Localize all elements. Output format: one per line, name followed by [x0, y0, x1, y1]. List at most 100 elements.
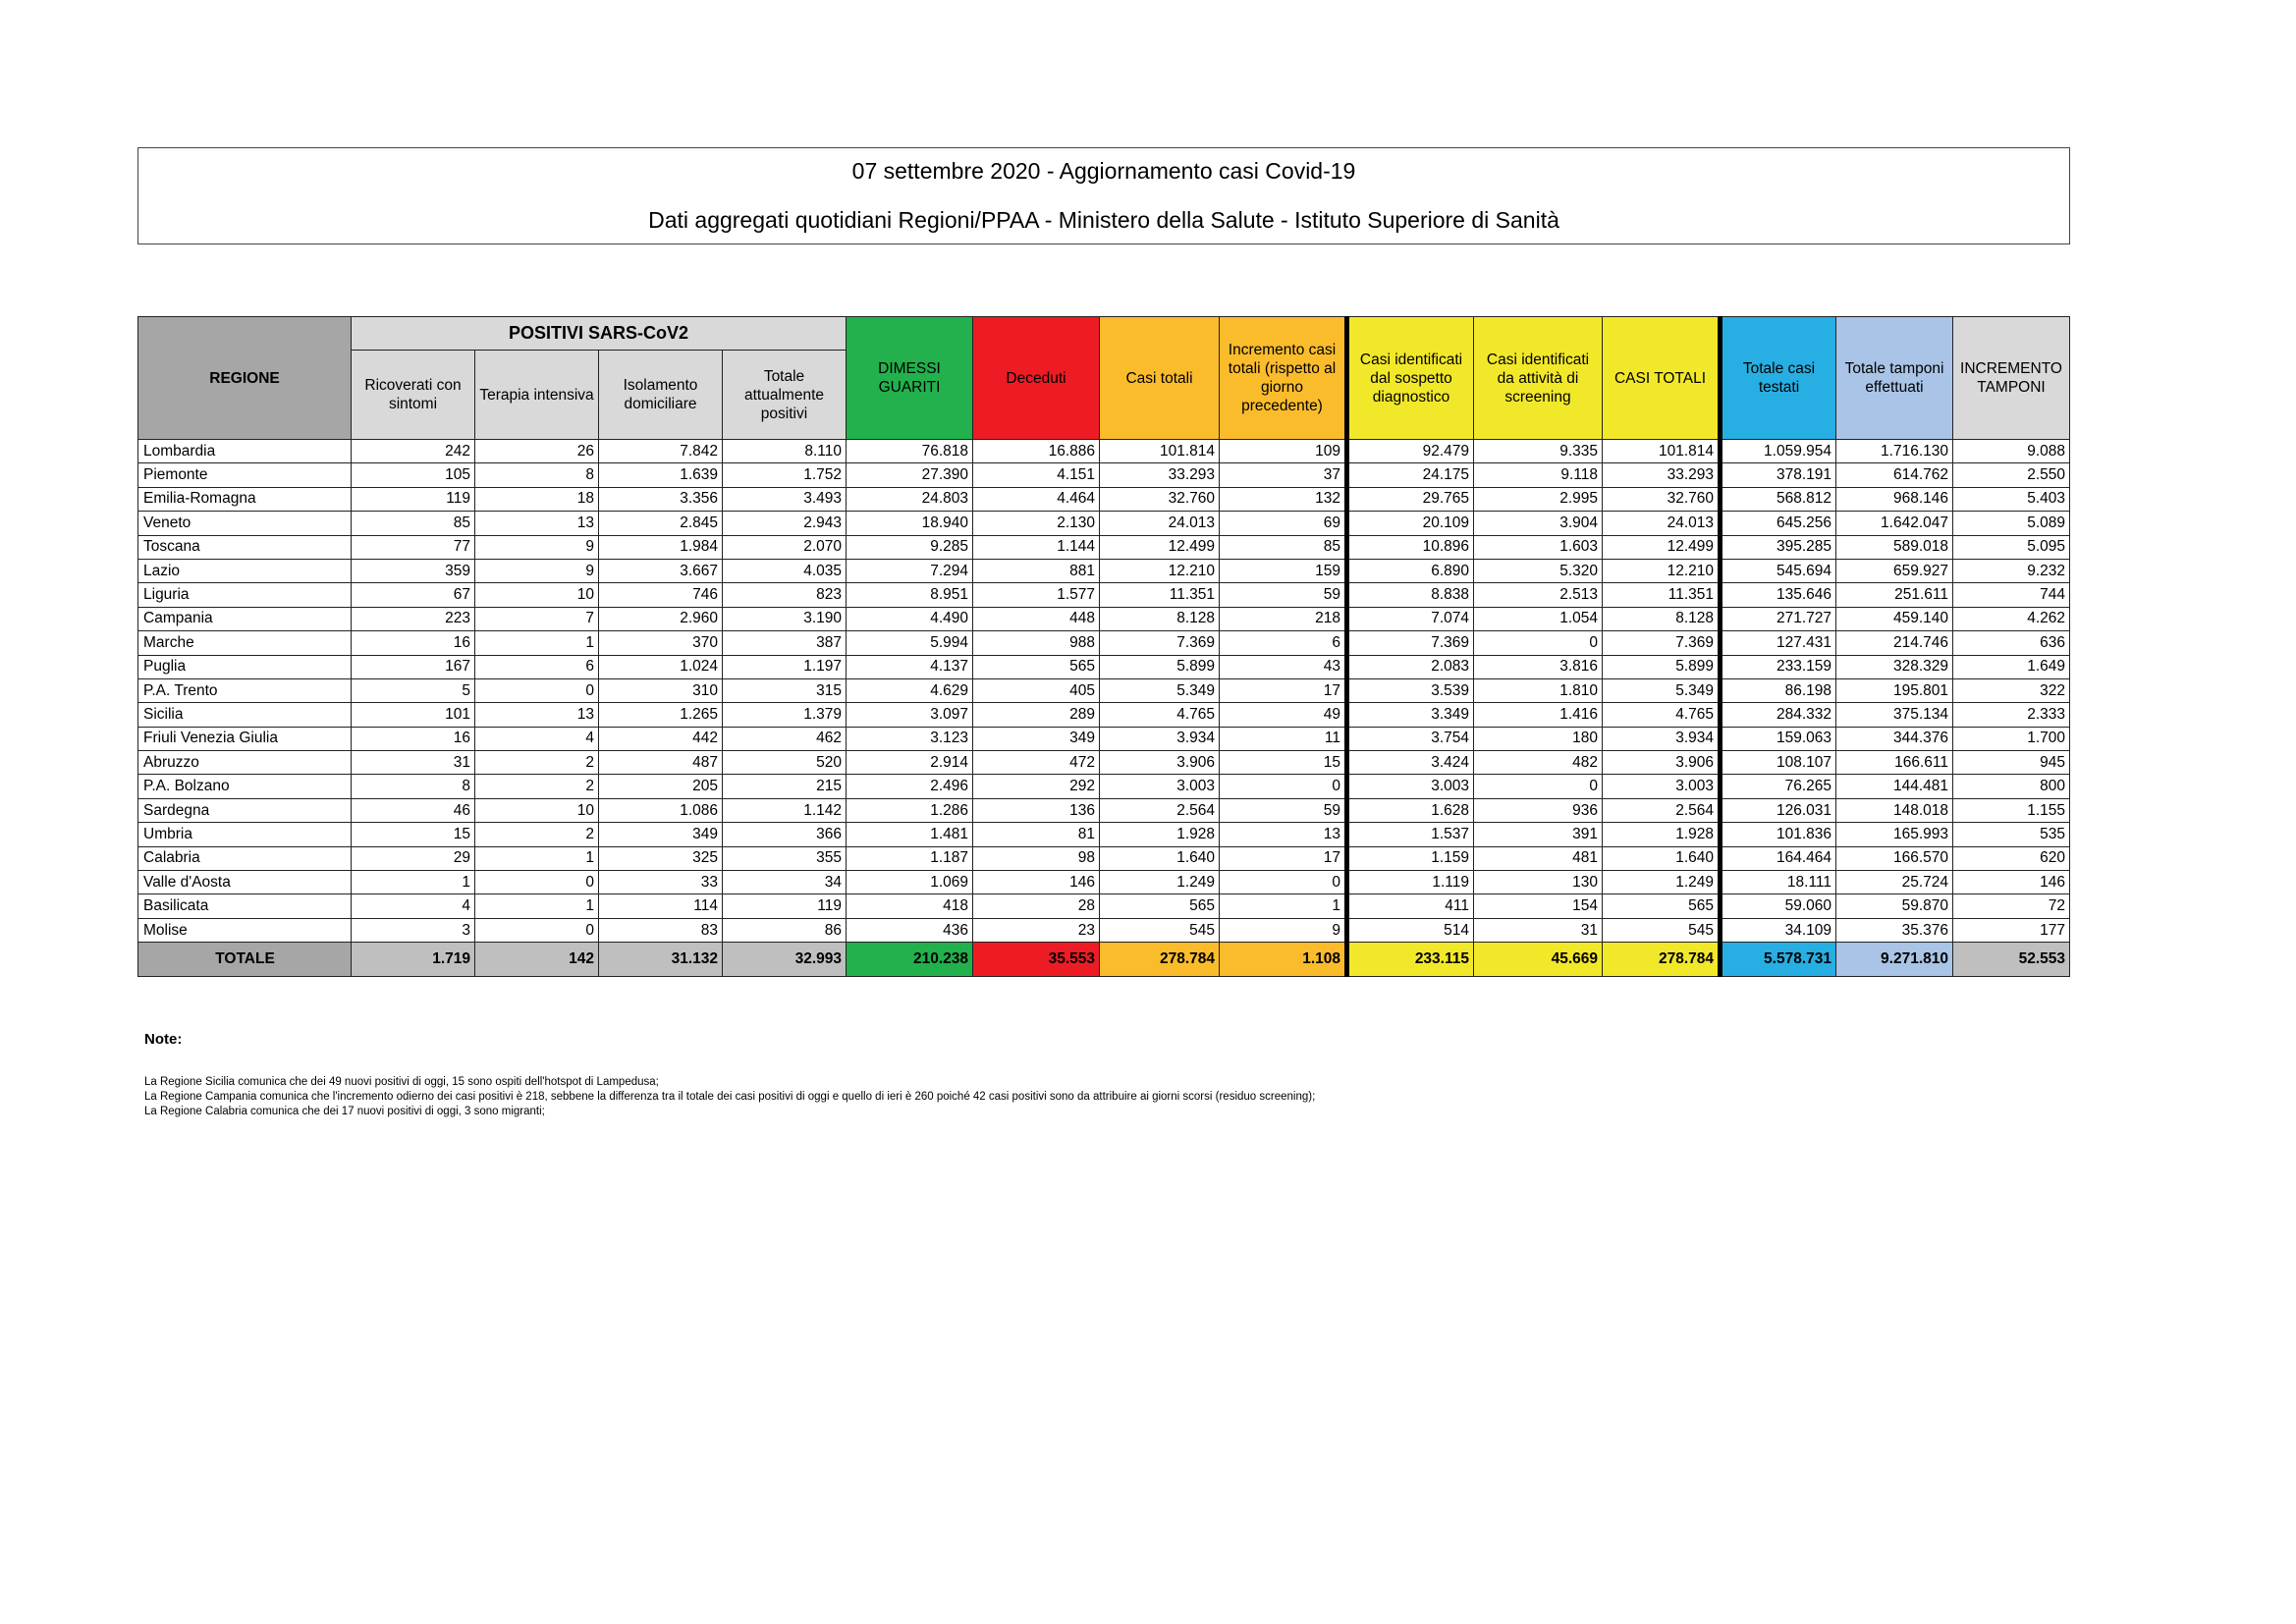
total-label: TOTALE: [137, 942, 352, 978]
table-cell: 375.134: [1835, 702, 1953, 728]
table-cell: 5.899: [1099, 654, 1220, 679]
table-cell: 387: [722, 630, 847, 656]
total-cell: 35.553: [972, 942, 1100, 978]
table-row: P.A. Bolzano 8 2 205 215 2.496 292 3.003 0 3.003 0…: [137, 774, 2070, 799]
column-header: Totale attualmente positivi: [722, 350, 847, 440]
table-cell: 391: [1473, 822, 1603, 847]
table-cell: 59: [1219, 582, 1347, 608]
table-cell: 33.293: [1602, 462, 1721, 488]
table-cell: 2: [474, 822, 599, 847]
table-cell: 18: [474, 486, 599, 513]
table-cell: 284.332: [1718, 702, 1836, 728]
table-cell: 12.499: [1602, 534, 1721, 560]
table-row: Emilia-Romagna 119 18 3.356 3.493 24.803 4.464…: [137, 486, 2070, 513]
table-row: Lazio 359 9 3.667 4.035 7.294 881 12.210 159 6.89…: [137, 558, 2070, 584]
column-header: INCREMENTO TAMPONI: [1952, 316, 2070, 440]
column-header: DIMESSI GUARITI: [846, 316, 973, 440]
column-header-regione: REGIONE: [137, 316, 352, 440]
table-cell: 3.003: [1344, 774, 1474, 799]
table-cell: 1.537: [1344, 822, 1474, 847]
table-cell: 2.496: [846, 774, 973, 799]
table-cell: 328.329: [1835, 654, 1953, 679]
table-cell: 86: [722, 917, 847, 944]
table-cell: 25.724: [1835, 870, 1953, 895]
table-cell: 535: [1952, 822, 2070, 847]
table-cell: 1.640: [1099, 845, 1220, 872]
table-cell: 24.013: [1099, 511, 1220, 536]
table-cell: 4.765: [1099, 702, 1220, 728]
table-cell: 325: [598, 845, 723, 872]
column-header: Casi identificati dal sospetto diagnosti…: [1344, 316, 1474, 440]
table-cell: 5.095: [1952, 534, 2070, 560]
table-cell: 16.886: [972, 438, 1100, 464]
table-cell: 205: [598, 774, 723, 799]
table-cell: 8.838: [1344, 582, 1474, 608]
table-cell: 59: [1219, 797, 1347, 824]
table-cell: 7.369: [1099, 630, 1220, 656]
table-cell: 146: [972, 870, 1100, 895]
table-cell: 968.146: [1835, 486, 1953, 513]
region-name: Valle d'Aosta: [137, 870, 352, 895]
column-header: Deceduti: [972, 316, 1100, 440]
column-header: Incremento casi totali (rispetto al gior…: [1219, 316, 1347, 440]
table-cell: 589.018: [1835, 534, 1953, 560]
table-cell: 49: [1219, 702, 1347, 728]
table-cell: 5.089: [1952, 511, 2070, 536]
region-name: P.A. Bolzano: [137, 774, 352, 799]
table-cell: 0: [474, 677, 599, 704]
report-title: 07 settembre 2020 - Aggiornamento casi C…: [851, 158, 1356, 184]
table-cell: 29.765: [1344, 486, 1474, 513]
table-cell: 31: [1473, 917, 1603, 944]
table-cell: 12.499: [1099, 534, 1220, 560]
region-name: Umbria: [137, 822, 352, 847]
table-row: Campania 223 7 2.960 3.190 4.490 448 8.128 218 7.…: [137, 606, 2070, 632]
table-cell: 2.550: [1952, 462, 2070, 488]
table-cell: 315: [722, 677, 847, 704]
total-cell: 210.238: [846, 942, 973, 978]
table-cell: 4.137: [846, 654, 973, 679]
table-cell: 3.003: [1602, 774, 1721, 799]
table-cell: 180: [1473, 726, 1603, 752]
total-cell: 1.108: [1219, 942, 1347, 978]
table-cell: 109: [1219, 438, 1347, 464]
column-header: Terapia intensiva: [474, 350, 599, 440]
region-name: Molise: [137, 917, 352, 944]
table-cell: 7.294: [846, 558, 973, 584]
table-cell: 1.577: [972, 582, 1100, 608]
table-cell: 481: [1473, 845, 1603, 872]
table-cell: 2.995: [1473, 486, 1603, 513]
table-cell: 3.934: [1099, 726, 1220, 752]
region-name: Friuli Venezia Giulia: [137, 726, 352, 752]
table-cell: 24.803: [846, 486, 973, 513]
table-cell: 233.159: [1718, 654, 1836, 679]
column-header: Totale tamponi effettuati: [1835, 316, 1953, 440]
table-cell: 177: [1952, 917, 2070, 944]
table-cell: 8.128: [1099, 606, 1220, 632]
table-cell: 310: [598, 677, 723, 704]
table-cell: 659.927: [1835, 558, 1953, 584]
table-cell: 32.760: [1602, 486, 1721, 513]
table-cell: 349: [598, 822, 723, 847]
table-cell: 9: [474, 558, 599, 584]
table-cell: 1: [474, 630, 599, 656]
region-name: Toscana: [137, 534, 352, 560]
table-cell: 251.611: [1835, 582, 1953, 608]
table-cell: 108.107: [1718, 750, 1836, 776]
table-cell: 3.906: [1602, 750, 1721, 776]
table-cell: 0: [474, 917, 599, 944]
total-cell: 45.669: [1473, 942, 1603, 978]
table-cell: 565: [1602, 893, 1721, 919]
table-row: Puglia 167 6 1.024 1.197 4.137 565 5.899 43 2.083…: [137, 654, 2070, 679]
table-cell: 18.940: [846, 511, 973, 536]
table-cell: 81: [972, 822, 1100, 847]
covid-regional-table: REGIONE POSITIVI SARS-CoV2 DIMESSI GUARITI…: [137, 316, 2070, 978]
table-cell: 4.629: [846, 677, 973, 704]
table-cell: 24.013: [1602, 511, 1721, 536]
table-cell: 13: [474, 511, 599, 536]
region-name: Liguria: [137, 582, 352, 608]
table-cell: 1.054: [1473, 606, 1603, 632]
table-cell: 5.899: [1602, 654, 1721, 679]
table-cell: 8.110: [722, 438, 847, 464]
table-cell: 7: [474, 606, 599, 632]
table-cell: 166.611: [1835, 750, 1953, 776]
